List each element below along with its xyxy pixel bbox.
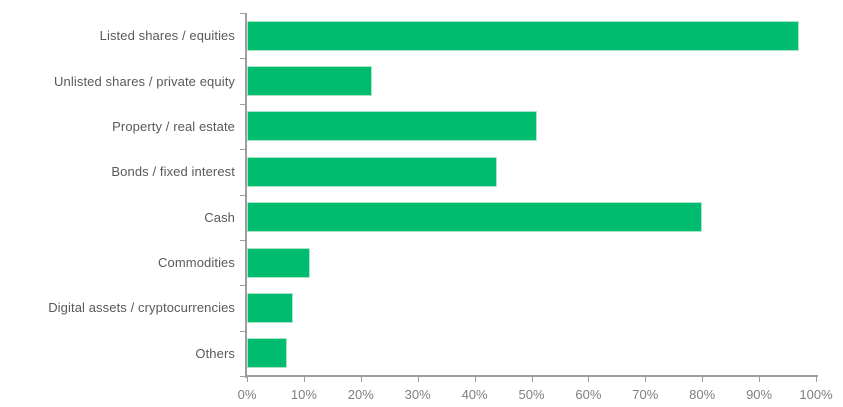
x-axis-tick-label: 60%: [575, 387, 602, 402]
category-label: Others: [195, 345, 235, 361]
bar: [247, 338, 287, 369]
category-label: Commodities: [158, 255, 235, 271]
x-axis-tick: [531, 377, 533, 382]
bar: [247, 292, 293, 323]
x-axis-tick-label: 30%: [404, 387, 431, 402]
bar: [247, 202, 703, 233]
x-axis-tick-label: 100%: [799, 387, 833, 402]
bar: [247, 20, 799, 51]
x-axis-tick: [645, 377, 647, 382]
category-label: Cash: [204, 209, 235, 225]
x-axis-tick: [588, 377, 590, 382]
category-label: Listed shares / equities: [99, 28, 235, 44]
category-label: Bonds / fixed interest: [111, 164, 235, 180]
category-label: Property / real estate: [112, 118, 235, 134]
y-axis-line: [245, 13, 247, 378]
x-axis-tick-label: 80%: [689, 387, 716, 402]
x-axis-tick-label: 10%: [290, 387, 317, 402]
x-axis-tick-label: 0%: [237, 387, 257, 402]
x-axis-tick: [303, 377, 305, 382]
y-axis-tick: [240, 149, 245, 151]
bar: [247, 156, 498, 187]
bar: [247, 111, 538, 142]
y-axis-tick: [240, 376, 245, 377]
y-axis-tick: [240, 194, 245, 196]
x-axis-tick-label: 40%: [461, 387, 488, 402]
bar: [247, 247, 310, 278]
y-axis-tick: [240, 103, 245, 105]
x-axis-tick: [360, 377, 362, 382]
x-axis-tick: [816, 377, 817, 382]
y-axis-tick: [240, 13, 245, 14]
x-axis-tick-label: 20%: [347, 387, 374, 402]
y-axis-tick: [240, 330, 245, 332]
y-axis-tick: [240, 58, 245, 60]
x-axis-tick-label: 70%: [632, 387, 659, 402]
x-axis-tick: [759, 377, 761, 382]
y-axis-tick: [240, 239, 245, 241]
x-axis-tick: [474, 377, 476, 382]
x-axis-tick: [702, 377, 704, 382]
category-label: Digital assets / cryptocurrencies: [48, 300, 235, 316]
bar: [247, 66, 373, 97]
x-axis-tick-label: 50%: [518, 387, 545, 402]
y-axis-tick: [240, 285, 245, 287]
x-axis-tick: [417, 377, 419, 382]
x-axis-tick-label: 90%: [746, 387, 773, 402]
x-axis-tick: [247, 377, 248, 382]
x-axis-line: [245, 375, 818, 377]
category-label: Unlisted shares / private equity: [54, 73, 235, 89]
